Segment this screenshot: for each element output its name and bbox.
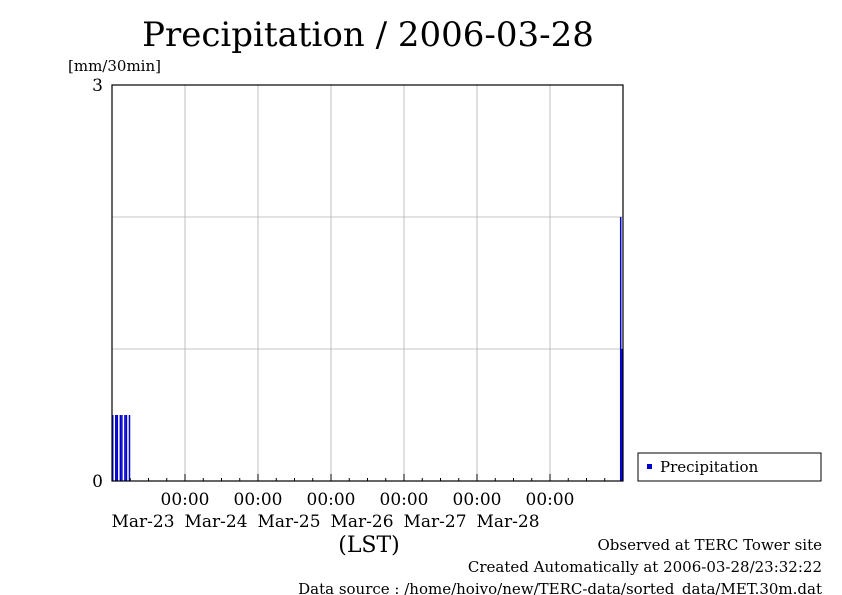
x-tick-time-label: 00:00 (161, 490, 210, 510)
x-tick-time-label: 00:00 (234, 490, 283, 510)
precipitation-bar (124, 415, 126, 481)
y-tick-label: 3 (92, 76, 103, 96)
precipitation-bars (112, 217, 623, 481)
footer-observed-text: Observed at TERC Tower site (597, 536, 822, 554)
x-tick-date-label: Mar-25 (257, 512, 320, 532)
precipitation-bar (112, 415, 114, 481)
precipitation-bar (619, 217, 622, 481)
legend-swatch (647, 464, 652, 469)
precipitation-bar (125, 415, 128, 481)
precipitation-bar (116, 415, 119, 481)
x-axis-label: (LST) (338, 533, 400, 558)
x-tick-time-label: 00:00 (380, 490, 429, 510)
x-tick-time-label: 00:00 (453, 490, 502, 510)
footer-created-text: Created Automatically at 2006-03-28/23:3… (468, 558, 822, 576)
legend-box (637, 452, 822, 482)
precipitation-bar (121, 415, 123, 481)
precipitation-bar (621, 349, 623, 481)
legend: Precipitation (637, 452, 822, 482)
y-axis-unit-label: [mm/30min] (68, 57, 161, 75)
y-tick-label: 0 (92, 472, 103, 492)
x-axis-ticks: 00:00Mar-2300:00Mar-2400:00Mar-2500:00Ma… (111, 474, 606, 532)
grid-lines (112, 85, 623, 481)
x-tick-time-label: 00:00 (307, 490, 356, 510)
precipitation-bar (128, 415, 131, 481)
y-axis-ticks: 03 (92, 76, 119, 492)
legend-label: Precipitation (660, 458, 759, 476)
chart-title: Precipitation / 2006-03-28 (142, 15, 594, 55)
x-tick-date-label: Mar-23 (111, 512, 174, 532)
x-tick-date-label: Mar-26 (330, 512, 393, 532)
x-tick-date-label: Mar-27 (403, 512, 466, 532)
footer-source-text: Data source : /home/hoivo/new/TERC-data/… (298, 580, 822, 595)
precipitation-bar (119, 415, 122, 481)
x-tick-date-label: Mar-24 (184, 512, 247, 532)
x-tick-date-label: Mar-28 (476, 512, 539, 532)
x-tick-time-label: 00:00 (526, 490, 575, 510)
precipitation-bar (115, 415, 117, 481)
